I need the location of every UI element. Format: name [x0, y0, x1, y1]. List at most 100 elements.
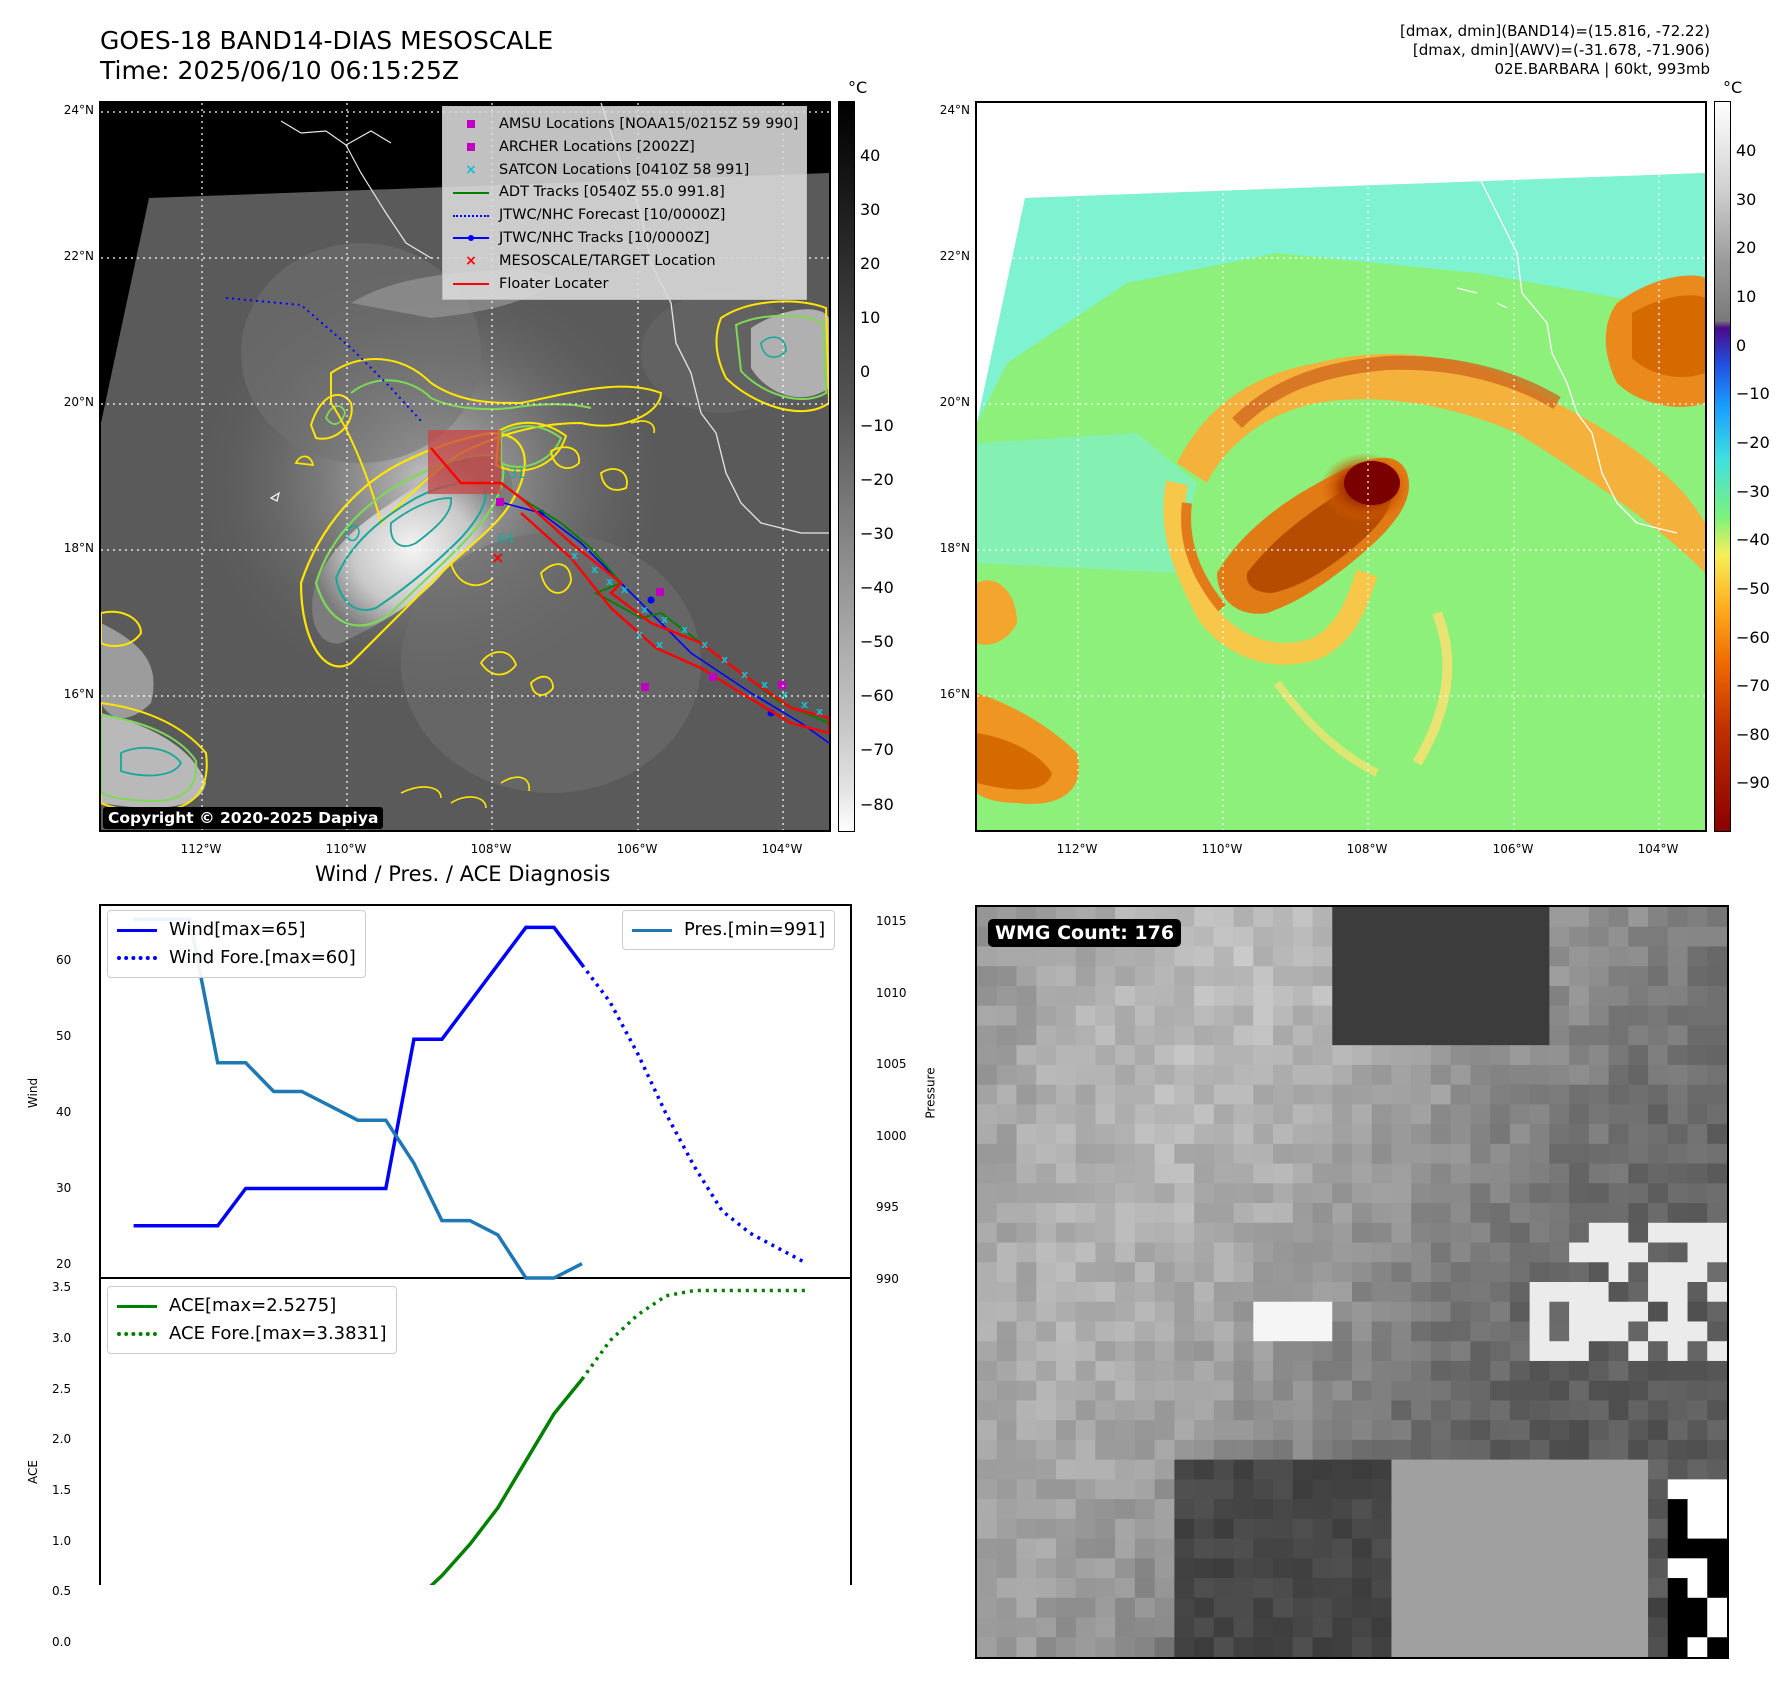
wv-colorbar-unit: °C: [1723, 78, 1743, 97]
ace-series-line: [429, 1378, 584, 1585]
ir-lat-24: 24°N: [63, 103, 94, 117]
svg-text:x: x: [816, 705, 823, 718]
wv-lat-20: 20°N: [939, 395, 970, 409]
ir-cb-tick: −50: [860, 632, 894, 651]
ir-cb-tick: 10: [860, 308, 881, 327]
wv-lon-106: 106°W: [1492, 842, 1534, 856]
svg-text:x: x: [761, 678, 768, 691]
title-satellite: GOES-18 BAND14-DIAS MESOSCALE: [100, 26, 554, 55]
svg-text:x: x: [656, 638, 663, 651]
svg-text:x: x: [781, 688, 788, 701]
ir-lon-108: 108°W: [470, 842, 512, 856]
wv-cb-tick: −90: [1736, 773, 1770, 792]
wv-lon-108: 108°W: [1346, 842, 1388, 856]
legend-pres: Pres.[min=991]: [632, 916, 825, 944]
wv-cb-tick: 40: [1736, 141, 1757, 160]
ir-lon-112: 112°W: [180, 842, 222, 856]
svg-text:x: x: [721, 653, 728, 666]
ir-lat-16: 16°N: [63, 687, 94, 701]
wv-cb-tick: 10: [1736, 287, 1757, 306]
ace-tick: 1.5: [52, 1483, 72, 1497]
wv-lat-18: 18°N: [939, 541, 970, 555]
ir-lon-106: 106°W: [616, 842, 658, 856]
wmg-count-badge: WMG Count: 176: [988, 919, 1182, 947]
pressure-legend: Pres.[min=991]: [622, 910, 836, 950]
ir-colorbar-unit: °C: [848, 78, 868, 97]
ace-tick: 2.5: [52, 1382, 72, 1396]
wind-tick: 40: [56, 1105, 72, 1119]
svg-text:x: x: [621, 583, 628, 596]
ace-axis-label: ACE: [25, 1460, 40, 1484]
legend-satcon: × SATCON Locations [0410Z 58 991]: [465, 161, 750, 178]
pressure-axis-label: Pressure: [923, 1067, 938, 1119]
legend-ace-fore: ACE Fore.[max=3.3831]: [117, 1320, 387, 1348]
ace-legend: ACE[max=2.5275] ACE Fore.[max=3.3831]: [107, 1286, 397, 1354]
ir-cb-tick: 20: [860, 254, 881, 273]
ir-cb-tick: −40: [860, 578, 894, 597]
svg-text:x: x: [641, 603, 648, 616]
wind-tick: 60: [56, 953, 72, 967]
ir-cb-tick: −60: [860, 686, 894, 705]
ace-tick: 0.5: [52, 1584, 72, 1598]
wv-map-image: [977, 103, 1705, 830]
wind-tick: 20: [56, 1257, 72, 1271]
wv-cb-tick: −30: [1736, 482, 1770, 501]
wv-cb-tick: −40: [1736, 530, 1770, 549]
diagnosis-title: Wind / Pres. / ACE Diagnosis: [315, 862, 611, 886]
svg-text:x: x: [636, 628, 643, 641]
map-legend: AMSU Locations [NOAA15/0215Z 59 990] ARC…: [442, 106, 808, 301]
wv-cb-tick: −70: [1736, 676, 1770, 695]
ir-colorbar: [838, 101, 855, 832]
ir-lat-22: 22°N: [63, 249, 94, 263]
wmg-panel: WMG Count: 176: [975, 905, 1729, 1659]
legend-wind: Wind[max=65]: [117, 916, 356, 944]
wv-colorbar: [1714, 101, 1731, 832]
pressure-tick: 990: [876, 1272, 899, 1286]
wv-lon-110: 110°W: [1201, 842, 1243, 856]
wv-cb-tick: 0: [1736, 336, 1747, 355]
wind-tick: 50: [56, 1029, 72, 1043]
ir-cb-tick: −30: [860, 524, 894, 543]
diagnosis-chart: [99, 904, 852, 1585]
ir-cb-tick: −70: [860, 740, 894, 759]
svg-text:x: x: [801, 698, 808, 711]
ace-tick: 1.0: [52, 1534, 72, 1548]
wv-lon-112: 112°W: [1056, 842, 1098, 856]
legend-jtwc-forecast: JTWC/NHC Forecast [10/0000Z]: [451, 204, 798, 227]
wind-axis-label: Wind: [26, 1077, 41, 1109]
wv-lat-22: 22°N: [939, 249, 970, 263]
pressure-tick: 995: [876, 1200, 899, 1214]
wv-lat-24: 24°N: [939, 103, 970, 117]
legend-adt: ADT Tracks [0540Z 55.0 991.8]: [451, 181, 798, 204]
svg-text:x: x: [741, 668, 748, 681]
wv-lat-16: 16°N: [939, 687, 970, 701]
ir-lat-18: 18°N: [63, 541, 94, 555]
legend-archer: ARCHER Locations [2002Z]: [451, 136, 798, 159]
title-time: Time: 2025/06/10 06:15:25Z: [100, 56, 459, 85]
legend-jtwc-tracks: JTWC/NHC Tracks [10/0000Z]: [451, 227, 798, 250]
storm-info: [dmax, dmin](BAND14)=(15.816, -72.22) [d…: [1400, 22, 1710, 79]
copyright-badge: Copyright © 2020-2025 Dapiya: [103, 807, 384, 829]
wind-legend: Wind[max=65] Wind Fore.[max=60]: [107, 910, 366, 978]
ace-tick: 3.0: [52, 1331, 72, 1345]
figure-title: GOES-18 BAND14-DIAS MESOSCALE Time: 2025…: [100, 26, 553, 86]
pressure-tick: 1010: [876, 986, 907, 1000]
ace-tick: 0.0: [52, 1635, 72, 1649]
svg-text:x: x: [591, 563, 598, 576]
contour-label: -31: [504, 467, 525, 482]
ace-tick: 3.5: [52, 1280, 72, 1294]
legend-floater: Floater Locater: [451, 273, 798, 296]
ir-cb-tick: 0: [860, 362, 871, 381]
legend-amsu: AMSU Locations [NOAA15/0215Z 59 990]: [451, 113, 798, 136]
legend-wind-fore: Wind Fore.[max=60]: [117, 944, 356, 972]
wv-cb-tick: −80: [1736, 725, 1770, 744]
pressure-series-line: [133, 917, 583, 1280]
ir-cb-tick: 40: [860, 146, 881, 165]
ir-cb-tick: −10: [860, 416, 894, 435]
wv-lon-104: 104°W: [1637, 842, 1679, 856]
ir-cb-tick: 30: [860, 200, 881, 219]
svg-text:×: ×: [491, 548, 504, 567]
band14-range: [dmax, dmin](BAND14)=(15.816, -72.22): [1399, 22, 1710, 40]
svg-text:x: x: [681, 623, 688, 636]
